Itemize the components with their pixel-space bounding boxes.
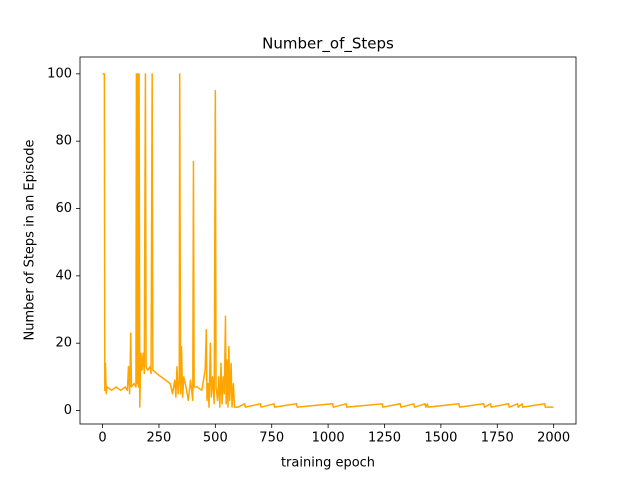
x-tick-label: 500 xyxy=(203,431,228,446)
y-tick-label: 20 xyxy=(55,336,72,351)
plot-frame xyxy=(79,56,577,425)
y-axis-label: Number of Steps in an Episode xyxy=(23,140,38,341)
x-tick-label: 1250 xyxy=(368,431,401,446)
x-tick-label: 2000 xyxy=(537,431,570,446)
x-tick-label: 1500 xyxy=(424,431,457,446)
y-tick-label: 100 xyxy=(47,66,72,81)
chart-title: Number_of_Steps xyxy=(262,35,394,54)
y-tick-label: 60 xyxy=(55,201,72,216)
y-tick-label: 0 xyxy=(64,403,72,418)
y-tick-label: 80 xyxy=(55,134,72,149)
x-tick-label: 1000 xyxy=(312,431,345,446)
x-axis-label: training epoch xyxy=(281,456,375,471)
x-tick-label: 1750 xyxy=(481,431,514,446)
x-tick-label: 750 xyxy=(259,431,284,446)
y-tick-label: 40 xyxy=(55,268,72,283)
x-tick-label: 0 xyxy=(98,431,106,446)
x-tick-label: 250 xyxy=(147,431,172,446)
line xyxy=(102,73,554,408)
